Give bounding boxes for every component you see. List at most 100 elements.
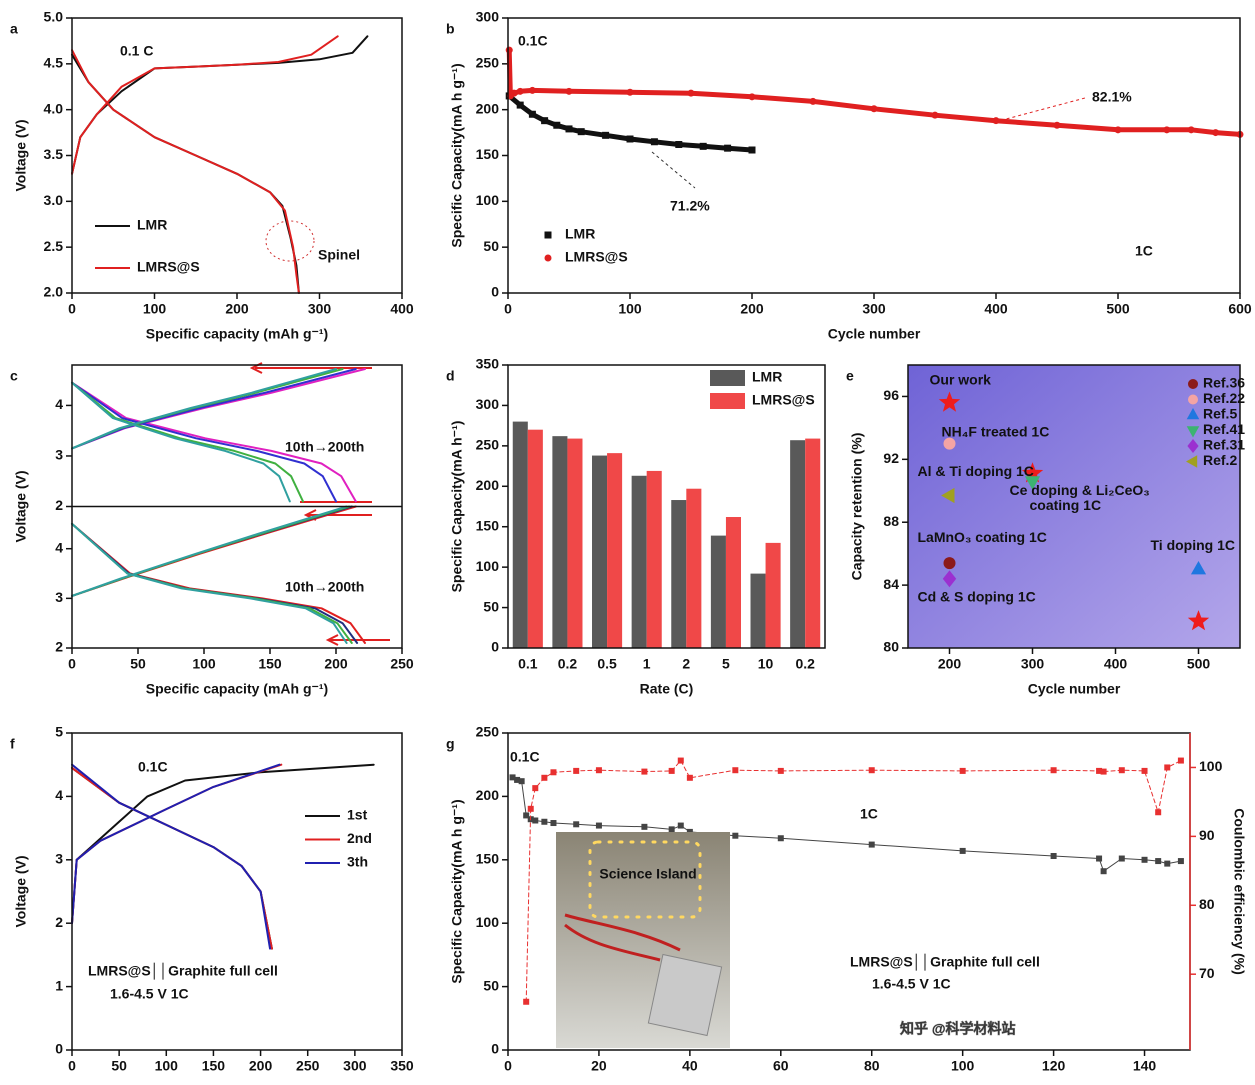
legend-label: Ref.41 [1203,421,1245,437]
x-tick-label: 100 [143,301,167,317]
y-tick-label: 50 [483,598,499,614]
y-tick-label: 3.0 [44,192,64,208]
bar [607,453,623,648]
y-tick-label: 350 [476,356,500,372]
legend-label: Ref.2 [1203,452,1237,468]
marker [523,998,530,1005]
y-tick-label: 2.5 [44,238,64,254]
point-note: Al & Ti doping 1C [918,463,1034,479]
y-axis-label: Specific Capacity(mA h g⁻¹) [449,63,465,247]
marker [541,774,548,781]
marker [1100,868,1107,875]
x-tick-label: 120 [1042,1058,1066,1074]
marker [870,105,878,113]
x-tick-label: 200 [225,301,249,317]
legend-label: LMRS@S [565,249,628,265]
marker [641,768,648,775]
y-axis-label: Capacity retention (%) [849,433,865,581]
marker [516,101,524,109]
y-tick-label: 4 [55,787,63,803]
marker [1186,455,1198,468]
marker [573,767,580,774]
legend-label: LMRS@S [752,392,815,408]
x-tick-label: 20 [591,1058,607,1074]
y-tick-label: 100 [476,914,500,930]
marker [565,125,573,133]
y-tick-label: 200 [476,787,500,803]
point-note: Cd & S doping 1C [918,589,1036,605]
x-tick-label: 200 [740,301,764,317]
marker [595,822,602,829]
legend-label: LMRS@S [137,259,200,275]
marker [595,767,602,774]
marker [941,487,955,504]
panel-label: g [446,736,455,752]
x-tick-label: 0.2 [795,656,815,672]
y-tick-label: 1 [55,977,63,993]
y-tick-label: 5.0 [44,9,64,25]
point-note: NH₄F treated 1C [942,423,1050,439]
plot-frame [71,732,403,1051]
x-tick-label: 0.2 [558,656,578,672]
marker [1021,462,1044,483]
marker [668,767,675,774]
legend-label: Ref.31 [1203,437,1245,453]
x-tick-label: 300 [1021,656,1045,672]
marker [532,785,539,792]
x-tick-label: 400 [1104,656,1128,672]
y-tick-label: 80 [883,639,899,655]
legend-label: Ref.5 [1203,406,1237,422]
x-axis-label: Cycle number [828,326,921,342]
point-note: LaMnO₃ coating 1C [918,529,1047,545]
bar [805,438,821,648]
bar [552,436,568,648]
x-tick-label: 100 [192,656,216,672]
bar [725,517,741,648]
bar [750,573,766,648]
x-tick-label: 300 [862,301,886,317]
marker [505,46,513,54]
legend-label: 3th [347,854,368,870]
y-tick-label: 2 [55,497,63,513]
annotation: 1.6-4.5 V 1C [110,986,189,1002]
marker [1141,856,1148,863]
y-tick-label: 4 [55,396,63,412]
light-string [588,840,702,919]
y-tick-label: 84 [883,576,899,592]
marker [1141,767,1148,774]
wires [564,913,681,962]
marker [516,87,524,95]
y-tick-label: 3 [55,589,63,605]
marker [868,767,875,774]
bar [671,500,687,648]
y-tick-label: 3 [55,447,63,463]
x-tick-label: 140 [1133,1058,1157,1074]
x-tick-label: 50 [111,1058,127,1074]
annotation: 0.1C [518,33,548,49]
legend-label: LMR [137,217,167,233]
marker [532,817,539,824]
marker [550,769,557,776]
point-note: Ti doping 1C [1151,537,1236,553]
series-line [71,763,281,950]
y-tick-label: 80 [1199,896,1215,912]
marker [577,128,585,136]
pouch-cell [647,953,723,1037]
y-tick-label: 0 [491,639,499,655]
y-axis-label: Voltage (V) [13,855,29,927]
marker [724,144,732,152]
y-tick-label: 250 [476,724,500,740]
x-tick-label: 150 [202,1058,226,1074]
y-tick-label: 4.5 [44,55,64,71]
annotation: LMRS@S││Graphite full cell [850,954,1040,972]
bar [790,440,806,648]
marker [732,767,739,774]
marker [550,820,557,827]
marker [942,570,957,588]
watermark: 知乎 @科学材料站 [900,1021,1016,1037]
panel-label: f [10,736,15,752]
x-tick-label: 0 [68,656,76,672]
x-axis-label: Rate (C) [640,681,694,697]
x-tick-label: 200 [938,656,962,672]
legend-label: Ref.22 [1203,390,1245,406]
